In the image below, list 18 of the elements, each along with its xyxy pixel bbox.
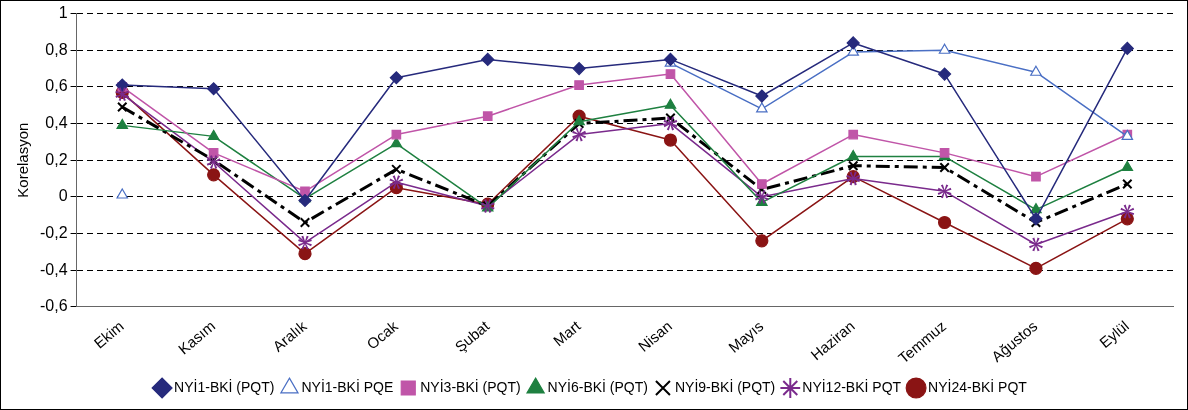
y-tick-label: -0,4 bbox=[39, 260, 68, 278]
legend-label: NYİ24-BKİ PQT bbox=[928, 377, 1028, 395]
legend-label: NYİ3-BKİ (PQT) bbox=[420, 377, 521, 395]
legend-label: NYİ9-BKİ (PQT) bbox=[674, 377, 776, 395]
x-tick-label: Mart bbox=[549, 316, 585, 350]
legend-label: NYİ12-BKİ PQT bbox=[802, 377, 902, 395]
y-axis-title: Korelasyon bbox=[14, 122, 32, 198]
legend-label: NYİ1-BKİ (PQT) bbox=[174, 377, 275, 395]
y-tick-label: 0 bbox=[58, 187, 68, 205]
legend-label: NYİ1-BKİ PQE bbox=[301, 377, 394, 395]
y-tick-label: 0,6 bbox=[45, 77, 68, 95]
y-tick-label: 0,8 bbox=[45, 40, 68, 58]
y-tick-label: 0,4 bbox=[45, 113, 68, 131]
y-tick-label: -0,6 bbox=[39, 297, 68, 315]
legend-label: NYİ6-BKİ (PQT) bbox=[547, 377, 648, 395]
y-tick-label: 1 bbox=[58, 4, 68, 22]
y-tick-label: 0,2 bbox=[45, 150, 68, 168]
y-tick-label: -0,2 bbox=[39, 223, 68, 241]
